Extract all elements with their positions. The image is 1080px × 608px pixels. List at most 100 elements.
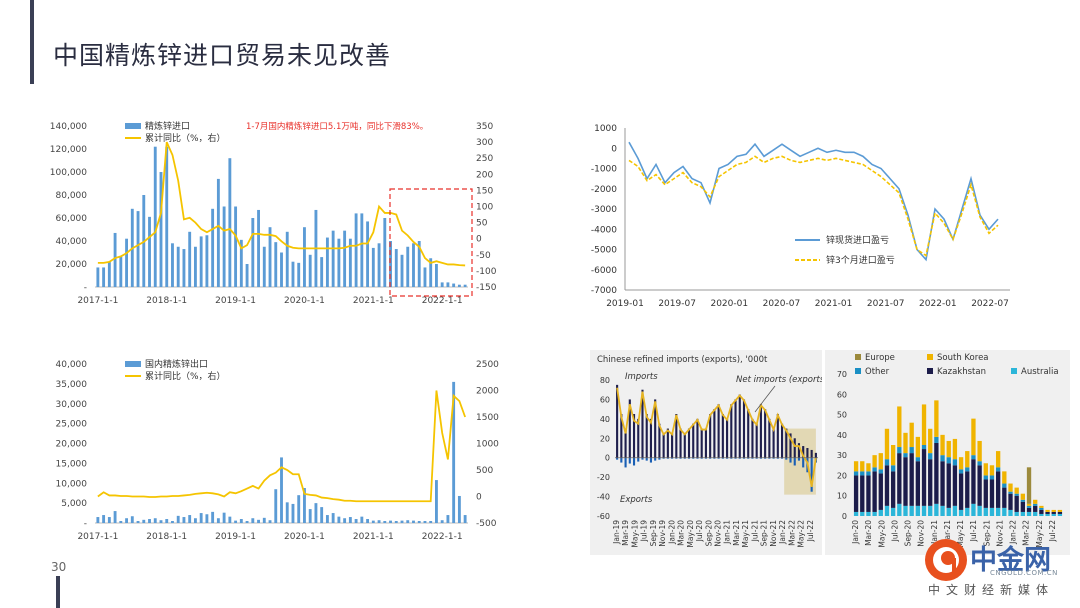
import-bar [789, 433, 792, 458]
stack-segment [897, 447, 902, 454]
y-tick-right: 0 [476, 493, 482, 503]
stack-segment [909, 453, 914, 506]
import-bar [628, 399, 631, 458]
label-pointer [754, 385, 776, 413]
x-tick: Mar-21 [732, 520, 741, 546]
x-tick: Mar-21 [943, 520, 952, 546]
stack-segment [1014, 493, 1019, 496]
x-tick: Jul-22 [1048, 520, 1057, 543]
x-tick: Jan-19 [612, 520, 621, 545]
stack-segment [890, 471, 896, 508]
import-bar [780, 423, 784, 458]
import-bar [620, 414, 623, 458]
chart-margin: -7000 -6000 -5000 -4000 -3000 -2000 -1000 0 1000… [591, 124, 1010, 309]
stack-segment [903, 505, 908, 516]
export-bar [726, 457, 729, 459]
legend-label: Europe [865, 353, 895, 363]
stack-segment [983, 463, 988, 476]
import-bar [616, 384, 619, 458]
export-bar [696, 457, 699, 459]
x-tick: 2020-1-1 [284, 296, 325, 306]
bar [320, 507, 324, 523]
stack-segment [1051, 511, 1056, 514]
chart-net-imports: Chinese refined imports (exports), '000t… [597, 355, 822, 548]
bar [102, 267, 106, 287]
bar [119, 255, 123, 287]
y-tick: 40 [837, 431, 847, 440]
bar [452, 381, 456, 523]
export-bar [764, 457, 767, 459]
x-tick: 2022-07 [971, 299, 1009, 309]
x-tick: Jul-20 [695, 520, 704, 543]
stack-segment [853, 475, 859, 512]
label-imports: Imports [625, 372, 658, 382]
x-tick: 2020-1-1 [284, 532, 325, 542]
chart-by-origin: 0 10 20 30 40 50 60 70 Europe South Korea Other Kaz… [837, 353, 1063, 548]
bar [463, 284, 467, 287]
stack-segment [1045, 513, 1050, 516]
y-tick-left: 15,000 [56, 459, 88, 469]
bar [285, 502, 289, 523]
stack-segment [928, 428, 933, 454]
x-tick: Jan-22 [1009, 520, 1018, 545]
legend-swatch [927, 368, 933, 374]
bar [205, 514, 209, 523]
import-bar [759, 404, 762, 458]
bar [119, 521, 123, 523]
x-tick: 2021-1-1 [353, 532, 394, 542]
stack-segment [909, 505, 914, 516]
stack-segment [965, 467, 970, 472]
stack-segment [1026, 467, 1032, 504]
bar [423, 521, 427, 523]
y-tick-right: 2000 [476, 387, 499, 397]
y-tick: -4000 [591, 225, 617, 235]
stack-segment [1014, 487, 1019, 494]
bar [234, 206, 238, 287]
x-tick: Nov-20 [917, 520, 926, 547]
bar [291, 261, 295, 287]
bar [406, 520, 410, 523]
stack-segment [971, 459, 976, 504]
y-tick-right: 1000 [476, 440, 499, 450]
import-bar [666, 428, 669, 458]
bar [193, 246, 197, 287]
stack-segment [878, 473, 883, 510]
bar [400, 254, 404, 287]
y-tick: 30 [837, 451, 847, 460]
bar [228, 516, 232, 523]
bar [102, 515, 106, 523]
highlight-box [389, 188, 473, 297]
import-bar [793, 438, 796, 458]
stack-segment [872, 467, 877, 472]
import-bar [641, 389, 644, 458]
import-bar [658, 423, 661, 458]
stack-segment [1039, 505, 1044, 508]
bar [234, 520, 238, 523]
stack-segment [1026, 503, 1032, 506]
stack-segment [1057, 513, 1063, 516]
stack-segment [903, 453, 908, 458]
y-tick-left: 140,000 [50, 122, 87, 132]
stack-segment [909, 447, 914, 454]
y-tick: -20 [597, 473, 610, 482]
stack-segment [1008, 509, 1013, 516]
import-bar [713, 409, 716, 458]
stack-segment [989, 475, 995, 480]
export-bar [759, 457, 762, 459]
y-tick: 0 [611, 144, 617, 154]
import-bar [700, 428, 703, 458]
x-tick: Jan-20 [667, 520, 676, 545]
y-tick-left: 20,000 [56, 440, 88, 450]
stack-segment [928, 459, 933, 506]
stack-segment [1002, 483, 1007, 488]
export-bar [675, 457, 678, 459]
import-bar [726, 418, 729, 458]
import-bar [671, 433, 674, 458]
import-bar [709, 414, 712, 458]
stack-segment [1020, 499, 1026, 502]
legend-label: Australia [1021, 367, 1059, 377]
legend-swatch [855, 368, 861, 374]
stack-segment [1008, 483, 1013, 492]
export-bar [742, 457, 746, 459]
bar [297, 495, 301, 523]
